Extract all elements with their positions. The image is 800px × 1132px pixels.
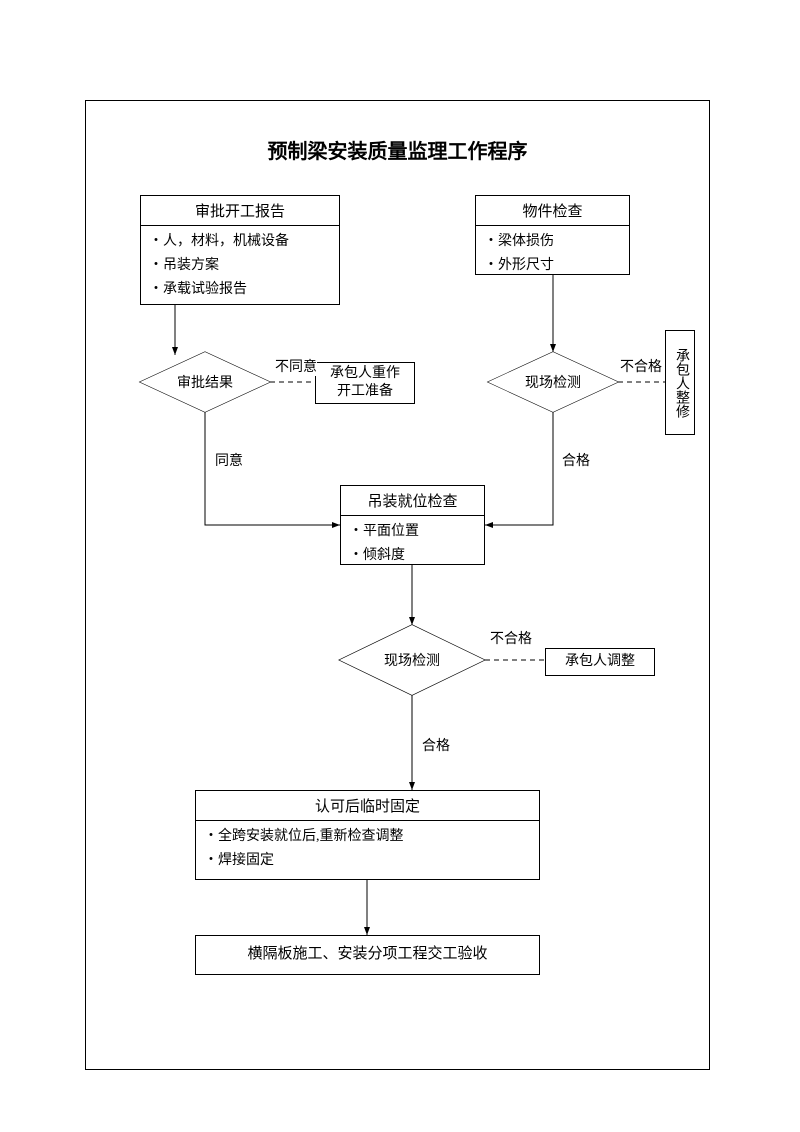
edge-e3-label: 不同意 [275, 356, 317, 376]
flowchart-stage: 预制梁安装质量监理工作程序审批开工报告・人，材料，机械设备・吊装方案・承载试验报… [0, 0, 800, 1132]
node-d2: 现场检测 [488, 352, 618, 412]
edge-e8-label: 不合格 [490, 628, 532, 648]
edge-e6-label: 合格 [562, 450, 590, 470]
node-n5-item: ・平面位置 [349, 520, 476, 544]
node-n7-item: ・焊接固定 [204, 849, 531, 873]
node-n1-item: ・吊装方案 [149, 254, 331, 278]
node-n7: 认可后临时固定・全跨安装就位后,重新检查调整・焊接固定 [195, 790, 540, 880]
node-n4: 承包人整修 [665, 330, 695, 435]
node-d1-label: 审批结果 [140, 352, 270, 412]
node-n5-item: ・倾斜度 [349, 544, 476, 568]
edge-e9-label: 合格 [422, 735, 450, 755]
page-title: 预制梁安装质量监理工作程序 [85, 135, 710, 164]
node-n5-header: 吊装就位检查 [341, 486, 484, 516]
node-n1-item: ・承载试验报告 [149, 278, 331, 302]
node-n6: 承包人调整 [545, 648, 655, 676]
node-n2-body: ・梁体损伤・外形尺寸 [476, 226, 629, 282]
node-n2: 物件检查・梁体损伤・外形尺寸 [475, 195, 630, 275]
node-d2-label: 现场检测 [488, 352, 618, 412]
node-n7-item: ・全跨安装就位后,重新检查调整 [204, 825, 531, 849]
edge-e4-label: 不合格 [620, 356, 662, 376]
node-n8: 横隔板施工、安装分项工程交工验收 [195, 935, 540, 975]
node-n7-body: ・全跨安装就位后,重新检查调整・焊接固定 [196, 821, 539, 877]
node-n7-header: 认可后临时固定 [196, 791, 539, 821]
node-n2-item: ・外形尺寸 [484, 254, 621, 278]
node-n1: 审批开工报告・人，材料，机械设备・吊装方案・承载试验报告 [140, 195, 340, 305]
node-n5: 吊装就位检查・平面位置・倾斜度 [340, 485, 485, 565]
node-n5-body: ・平面位置・倾斜度 [341, 516, 484, 572]
node-n1-header: 审批开工报告 [141, 196, 339, 226]
node-d3-label: 现场检测 [340, 625, 485, 695]
edge-e5-label: 同意 [215, 450, 243, 470]
node-n2-header: 物件检查 [476, 196, 629, 226]
node-n1-item: ・人，材料，机械设备 [149, 230, 331, 254]
node-d3: 现场检测 [340, 625, 485, 695]
node-n1-body: ・人，材料，机械设备・吊装方案・承载试验报告 [141, 226, 339, 305]
node-n3: 承包人重作开工准备 [315, 362, 415, 404]
node-d1: 审批结果 [140, 352, 270, 412]
node-n2-item: ・梁体损伤 [484, 230, 621, 254]
